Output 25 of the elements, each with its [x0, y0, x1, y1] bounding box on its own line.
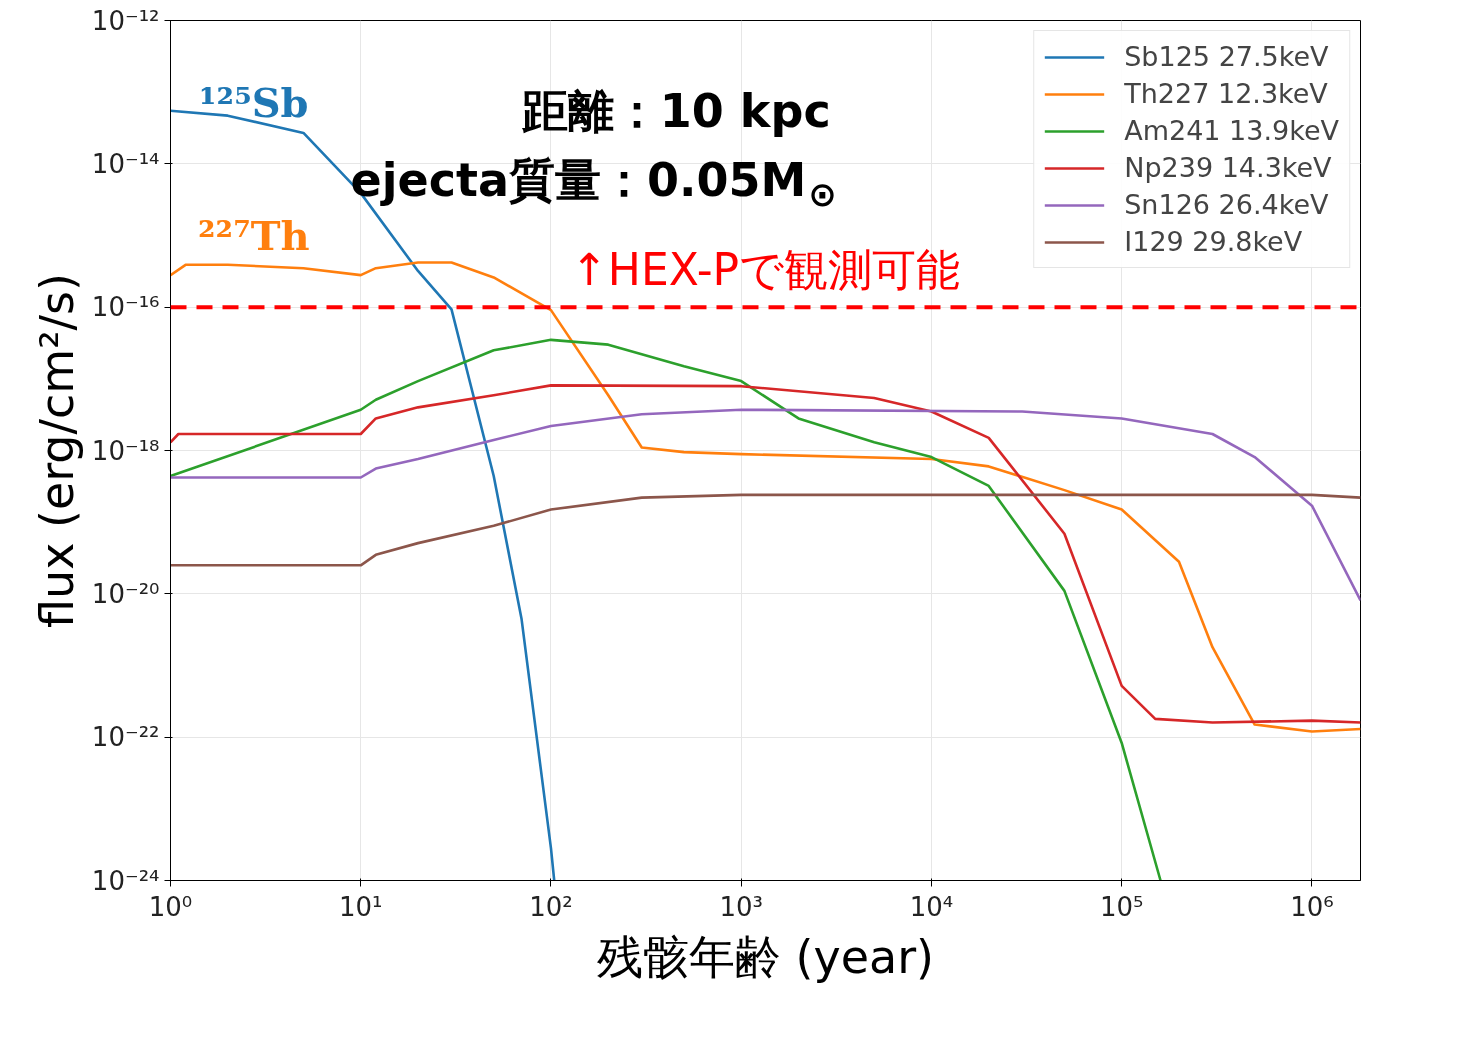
- x-tick-label: 10⁶: [1290, 891, 1334, 922]
- annotation: ejecta質量：0.05M⊙: [350, 152, 837, 214]
- x-tick-label: 10⁴: [909, 891, 954, 922]
- y-tick-label: 10⁻¹⁸: [91, 435, 160, 466]
- legend-label: Am241 13.9keV: [1124, 115, 1339, 146]
- annotation: 距離：10 kpc: [520, 83, 831, 138]
- x-tick-label: 10¹: [338, 891, 383, 922]
- y-tick-label: 10⁻¹⁴: [91, 148, 160, 179]
- legend-label: Sn126 26.4keV: [1124, 189, 1329, 220]
- y-tick-label: 10⁻¹⁶: [91, 292, 160, 323]
- x-axis-title: 残骸年齢 (year): [596, 929, 935, 984]
- legend-label: Np239 14.3keV: [1124, 152, 1332, 183]
- annotation: ²²⁷Th: [198, 212, 310, 259]
- y-tick-label: 10⁻¹²: [91, 5, 160, 36]
- x-tick-label: 10³: [719, 891, 763, 922]
- x-tick-label: 10⁵: [1099, 891, 1144, 922]
- y-axis-title: flux (erg/cm²/s): [29, 273, 84, 628]
- legend-label: Sb125 27.5keV: [1124, 41, 1329, 72]
- x-tick-label: 10²: [529, 891, 573, 922]
- ref-line-label: ↑HEX-Pで観測可能: [570, 244, 961, 296]
- legend-label: I129 29.8keV: [1124, 226, 1303, 257]
- legend-label: Th227 12.3keV: [1124, 78, 1328, 109]
- y-tick-label: 10⁻²²: [91, 722, 160, 753]
- y-tick-label: 10⁻²⁰: [91, 578, 160, 609]
- annotation: ¹²⁵Sb: [199, 78, 309, 126]
